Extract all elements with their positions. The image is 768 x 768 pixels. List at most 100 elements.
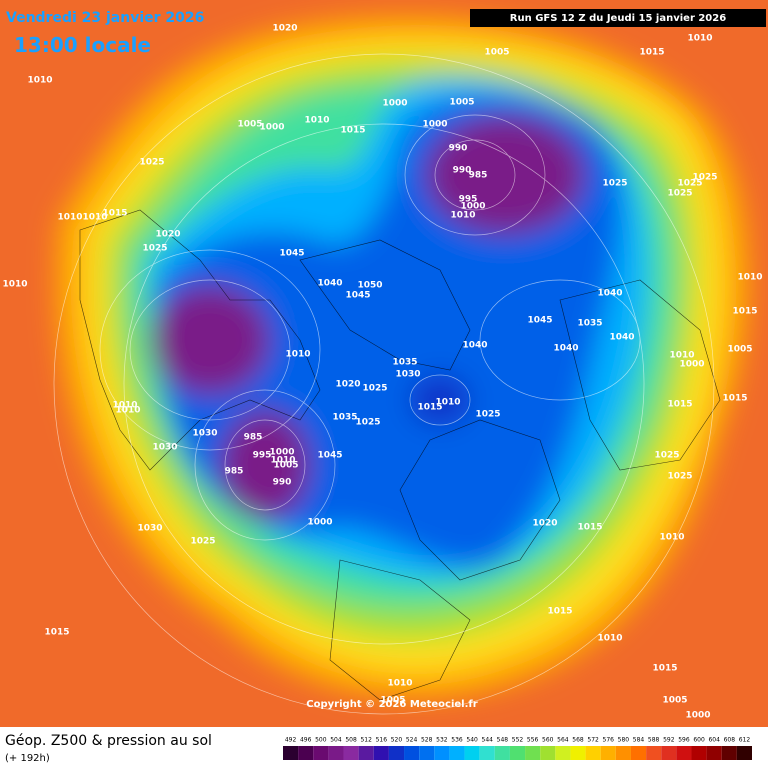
colorbar-label: 612 xyxy=(739,737,751,744)
isobar-label: 1015 xyxy=(44,628,69,638)
isobar-label: 1040 xyxy=(317,279,342,289)
isobar-label: 1010 xyxy=(450,211,475,221)
valid-date: Vendredi 23 janvier 2026 xyxy=(6,10,204,26)
isobar-label: 1000 xyxy=(422,120,447,130)
isobar-label: 985 xyxy=(469,171,488,181)
colorbar: 492 496 500 504 508 512 516 520 524 528 532 536 540 5… xyxy=(283,737,752,760)
isobar-label: 1010 xyxy=(2,280,27,290)
colorbar-swatch xyxy=(600,746,616,760)
colorbar-label: 580 xyxy=(618,737,630,744)
isobar-label: 1035 xyxy=(332,413,357,423)
isobar-label: 1015 xyxy=(732,307,757,317)
colorbar-label: 492 xyxy=(285,737,297,744)
colorbar-label: 524 xyxy=(406,737,418,744)
isobar-label: 1020 xyxy=(335,380,360,390)
geopotential-field xyxy=(56,16,748,698)
forecast-lead: (+ 192h) xyxy=(5,753,50,764)
isobar-label: 1015 xyxy=(340,126,365,136)
colorbar-label: 552 xyxy=(512,737,524,744)
isobar-label: 1020 xyxy=(272,24,297,34)
isobar-label: 1010 xyxy=(82,213,107,223)
colorbar-swatch xyxy=(509,746,526,760)
colorbar-swatch xyxy=(404,746,420,760)
isobar-label: 1010 xyxy=(737,273,762,283)
isobar-label: 1005 xyxy=(273,461,298,471)
colorbar-label: 596 xyxy=(678,737,690,744)
colorbar-label: 536 xyxy=(451,737,463,744)
coastlines xyxy=(79,209,721,701)
isobar-label: 1005 xyxy=(662,696,687,706)
isobar-label: 1040 xyxy=(553,344,578,354)
colorbar-label: 500 xyxy=(315,737,327,744)
colorbar-swatch xyxy=(343,746,359,760)
isobar-label: 1020 xyxy=(532,519,557,529)
isobar-label: 985 xyxy=(225,467,244,477)
isobar-label: 990 xyxy=(453,166,472,176)
colorbar-label: 528 xyxy=(421,737,433,744)
colorbar-label: 516 xyxy=(376,737,388,744)
colorbar-swatch xyxy=(419,746,435,760)
isobar-label: 1015 xyxy=(547,607,572,617)
isobar-label: 1040 xyxy=(609,333,634,343)
colorbar-swatch xyxy=(540,746,556,760)
isobar-label: 1045 xyxy=(279,249,304,259)
isobar-label: 1015 xyxy=(639,48,664,58)
colorbar-swatch xyxy=(373,746,389,760)
isobar-label: 1010 xyxy=(112,401,137,411)
colorbar-label: 560 xyxy=(542,737,554,744)
run-banner xyxy=(470,9,766,27)
isobar-label: 1010 xyxy=(115,406,140,416)
colorbar-swatch xyxy=(585,746,601,760)
isobar-label: 1045 xyxy=(317,451,342,461)
isobar-label: 1035 xyxy=(577,319,602,329)
footer-title: Géop. Z500 & pression au sol xyxy=(5,733,212,749)
isobars xyxy=(53,53,715,715)
isobar-label: 1035 xyxy=(392,358,417,368)
isobar-label: 1015 xyxy=(577,523,602,533)
colorbar-label: 548 xyxy=(497,737,509,744)
colorbar-swatch xyxy=(525,746,541,760)
isobar-label: 1015 xyxy=(722,394,747,404)
colorbar-swatch xyxy=(691,746,707,760)
isobar-label: 995 xyxy=(459,195,478,205)
colorbar-label: 504 xyxy=(330,737,342,744)
isobar-label: 1025 xyxy=(355,418,380,428)
colorbar-swatch xyxy=(388,746,405,760)
colorbar-swatch xyxy=(358,746,374,760)
isobar-label: 1020 xyxy=(155,230,180,240)
colorbar-swatch xyxy=(706,746,722,760)
colorbar-swatch xyxy=(298,746,314,760)
isobar-label: 1000 xyxy=(685,711,710,721)
isobar-label: 1030 xyxy=(395,370,420,380)
colorbar-swatch xyxy=(283,746,299,760)
copyright: Copyright © 2026 Meteociel.fr xyxy=(306,699,477,710)
isobar-label: 1015 xyxy=(102,209,127,219)
isobar-label: 1040 xyxy=(462,341,487,351)
colorbar-label: 544 xyxy=(482,737,494,744)
colorbar-label: 508 xyxy=(345,737,357,744)
colorbar-swatch xyxy=(328,746,344,760)
isobar-label: 1005 xyxy=(237,120,262,130)
colorbar-swatch xyxy=(464,746,480,760)
isobar-label: 1040 xyxy=(597,289,622,299)
colorbar-label: 540 xyxy=(466,737,478,744)
isobar-label: 1025 xyxy=(654,451,679,461)
isobar-label: 1015 xyxy=(652,664,677,674)
isobar-label: 1010 xyxy=(435,398,460,408)
colorbar-label: 564 xyxy=(557,737,569,744)
isobar-label: 985 xyxy=(244,433,263,443)
colorbar-swatch xyxy=(676,746,692,760)
run-info: Run GFS 12 Z du Jeudi 15 janvier 2026 xyxy=(510,13,726,24)
colorbar-swatch xyxy=(661,746,677,760)
colorbar-label: 600 xyxy=(693,737,705,744)
isobar-label: 1025 xyxy=(667,189,692,199)
isobar-label: 1010 xyxy=(57,213,82,223)
isobar-label: 1010 xyxy=(597,634,622,644)
isobar-label: 1030 xyxy=(192,429,217,439)
colorbar-label: 532 xyxy=(436,737,448,744)
colorbar-label: 556 xyxy=(527,737,539,744)
isobar-label: 1025 xyxy=(667,472,692,482)
isobar-label: 1045 xyxy=(527,316,552,326)
